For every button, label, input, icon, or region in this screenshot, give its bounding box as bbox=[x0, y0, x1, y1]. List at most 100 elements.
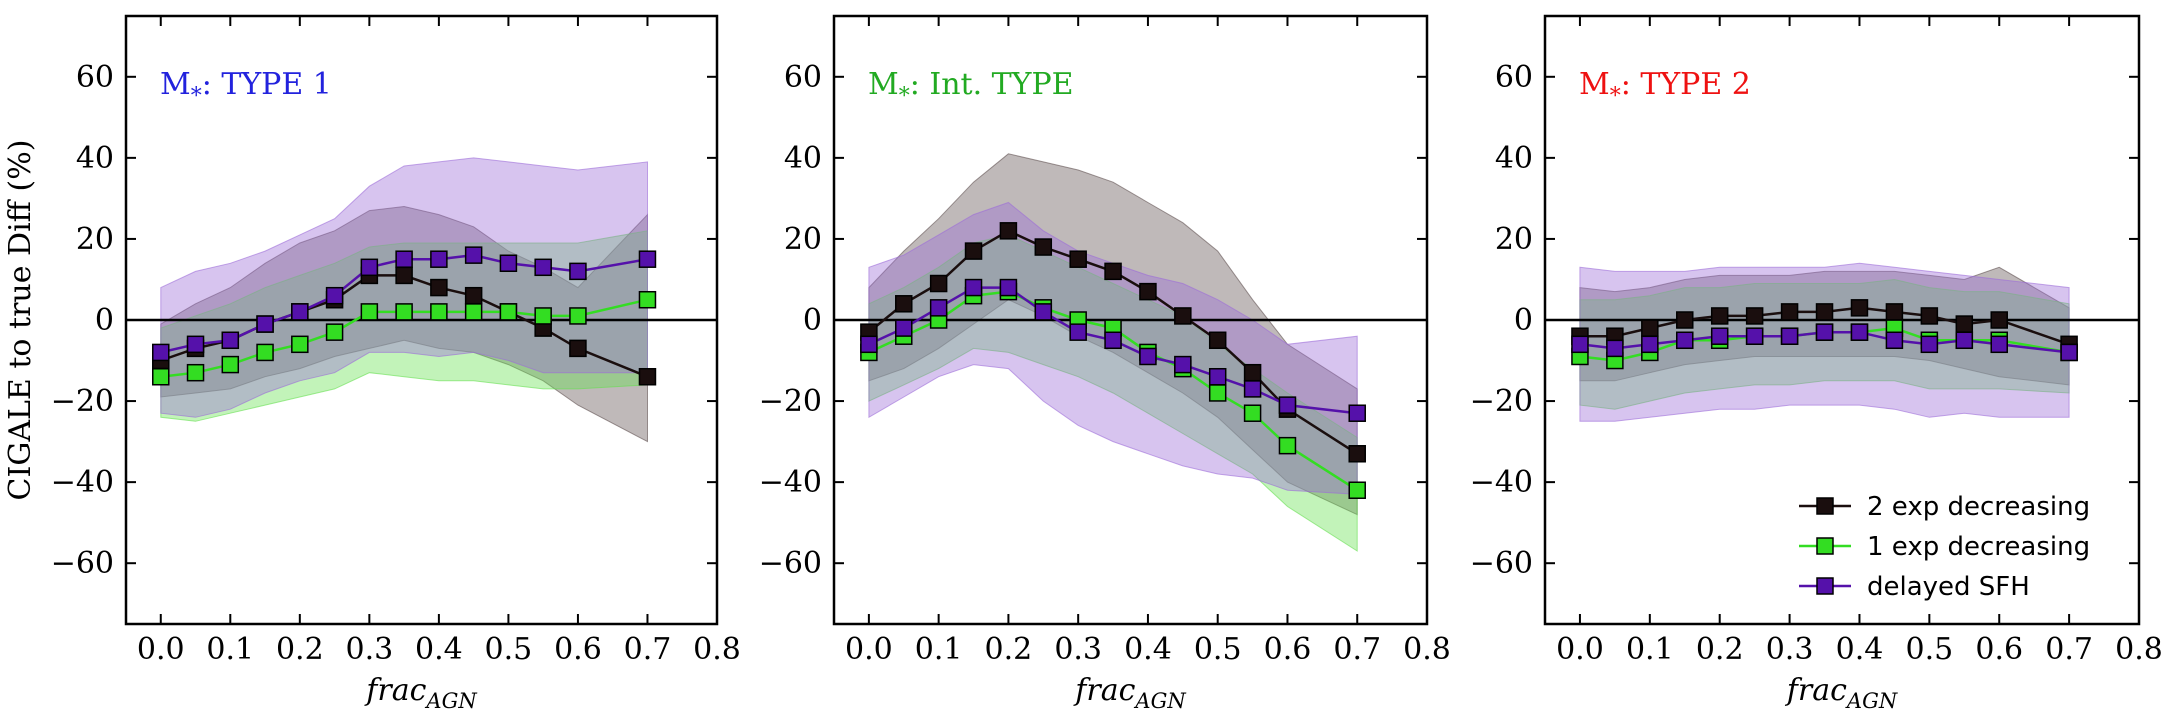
data-point bbox=[1850, 323, 1869, 341]
data-point bbox=[360, 258, 379, 277]
data-point bbox=[186, 335, 205, 354]
legend-label: 1 exp decreasing bbox=[1867, 532, 2090, 562]
data-point bbox=[1606, 339, 1624, 358]
y-tick-label: 0 bbox=[95, 303, 114, 338]
x-axis-label: fracAGN bbox=[1073, 673, 1186, 713]
data-point bbox=[1710, 307, 1729, 325]
data-point bbox=[929, 274, 948, 293]
x-tick-label: 0.2 bbox=[1696, 632, 1744, 667]
y-tick-label: −20 bbox=[1470, 384, 1533, 419]
x-tick-label: 0.5 bbox=[485, 632, 533, 667]
y-tick-label: −20 bbox=[51, 384, 114, 419]
data-point bbox=[1104, 331, 1122, 350]
data-point bbox=[895, 295, 913, 313]
data-point bbox=[360, 303, 379, 321]
data-point bbox=[395, 266, 413, 285]
data-point bbox=[1243, 380, 1262, 398]
y-tick-label: −40 bbox=[1470, 465, 1533, 500]
panel-1: 0.0 0.1 0.2 0.3 0.4 0.5 0.6 0.7 0.8 60 40 20 0 −20 −40… bbox=[51, 14, 741, 713]
x-axis-label: fracAGN bbox=[364, 673, 477, 713]
data-point bbox=[929, 299, 948, 317]
data-point bbox=[999, 222, 1018, 240]
data-point bbox=[1850, 299, 1869, 317]
data-point bbox=[1278, 436, 1297, 455]
data-point bbox=[1243, 363, 1262, 382]
data-point bbox=[1174, 307, 1192, 325]
data-point bbox=[221, 331, 240, 350]
data-point bbox=[1104, 262, 1122, 281]
y-tick-label: 20 bbox=[784, 222, 822, 257]
x-tick-label: 0.2 bbox=[276, 632, 324, 667]
data-point bbox=[152, 367, 170, 386]
data-point bbox=[534, 307, 552, 325]
y-tick-label: 20 bbox=[76, 222, 114, 257]
data-point bbox=[1745, 307, 1764, 325]
y-tick-label: −60 bbox=[1470, 546, 1533, 581]
x-tick-label: 0.3 bbox=[1054, 632, 1102, 667]
data-point bbox=[1243, 404, 1262, 422]
data-point bbox=[221, 355, 240, 374]
data-point bbox=[325, 286, 344, 305]
panel-title: M*: TYPE 2 bbox=[1579, 67, 1751, 109]
x-tick-label: 0.0 bbox=[845, 632, 893, 667]
y-tick-label: −60 bbox=[759, 546, 822, 581]
legend-marker bbox=[1816, 537, 1834, 555]
x-tick-label: 0.8 bbox=[2115, 632, 2163, 667]
x-axis-label: fracAGN bbox=[1785, 673, 1898, 713]
data-point bbox=[1348, 445, 1366, 463]
data-point bbox=[638, 290, 657, 309]
data-point bbox=[1278, 396, 1297, 414]
panel-2: 0.0 0.1 0.2 0.3 0.4 0.5 0.6 0.7 0.8 60 40 20 0 −20 −40… bbox=[759, 14, 1451, 713]
data-point bbox=[964, 278, 983, 297]
y-tick-label: −40 bbox=[51, 465, 114, 500]
y-tick-label: 20 bbox=[1495, 222, 1533, 257]
data-point bbox=[499, 254, 518, 273]
data-point bbox=[1745, 327, 1764, 345]
data-point bbox=[1641, 319, 1659, 337]
y-tick-label: −40 bbox=[759, 465, 822, 500]
x-tick-label: 0.6 bbox=[1264, 632, 1312, 667]
y-tick-label: 60 bbox=[784, 60, 822, 95]
data-point bbox=[291, 303, 309, 321]
data-point bbox=[256, 315, 274, 333]
data-point bbox=[1571, 335, 1589, 354]
data-point bbox=[964, 242, 983, 260]
x-tick-label: 0.1 bbox=[915, 632, 963, 667]
data-point bbox=[1348, 481, 1366, 499]
data-point bbox=[1955, 315, 1974, 333]
data-point bbox=[1208, 384, 1227, 402]
data-point bbox=[1920, 307, 1939, 325]
data-point bbox=[1139, 282, 1157, 301]
x-tick-label: 0.4 bbox=[415, 632, 463, 667]
y-tick-label: −20 bbox=[759, 384, 822, 419]
band-2 bbox=[868, 234, 1358, 552]
data-point bbox=[325, 323, 344, 341]
data-point bbox=[1641, 335, 1659, 354]
x-tick-label: 0.7 bbox=[2045, 632, 2093, 667]
x-tick-label: 0.3 bbox=[1766, 632, 1814, 667]
data-point bbox=[1920, 335, 1939, 354]
x-tick-label: 0.4 bbox=[1124, 632, 1172, 667]
data-point bbox=[1208, 367, 1227, 386]
x-tick-label: 0.4 bbox=[1836, 632, 1884, 667]
band-3 bbox=[1579, 262, 2070, 422]
data-point bbox=[569, 339, 587, 358]
data-point bbox=[534, 258, 552, 277]
data-point bbox=[1885, 331, 1904, 350]
data-point bbox=[638, 367, 657, 386]
data-point bbox=[186, 363, 205, 382]
data-point bbox=[1676, 331, 1694, 350]
x-tick-label: 0.5 bbox=[1194, 632, 1242, 667]
data-point bbox=[1710, 327, 1729, 345]
y-axis-label: CIGALE to true Diff (%) bbox=[3, 140, 38, 501]
data-point bbox=[1034, 238, 1053, 256]
data-point bbox=[464, 246, 483, 264]
y-tick-label: −60 bbox=[51, 546, 114, 581]
data-point bbox=[256, 343, 274, 362]
x-tick-label: 0.7 bbox=[1333, 632, 1381, 667]
data-point bbox=[999, 278, 1018, 297]
x-tick-label: 0.5 bbox=[1905, 632, 1953, 667]
data-point bbox=[1139, 347, 1157, 366]
legend: 2 exp decreasing 1 exp decreasing delayed … bbox=[1799, 492, 2090, 602]
